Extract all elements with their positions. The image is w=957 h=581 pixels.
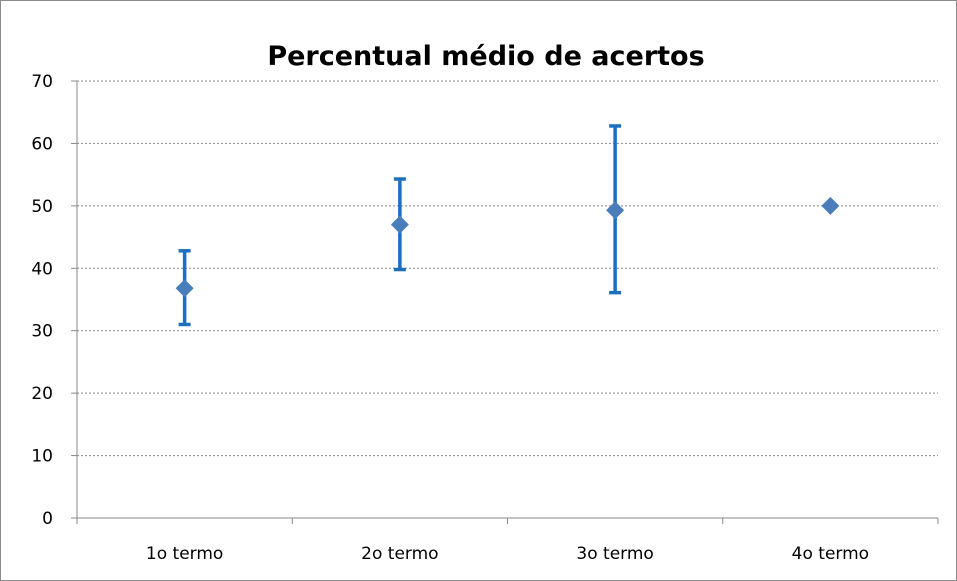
y-tick-labels: 0 10 20 30 40 50 60 70 [31,72,53,529]
grid-layer [77,80,938,457]
x-category-label: 3o termo [576,544,653,564]
y-tick-label: 30 [31,322,53,342]
y-tick-label: 10 [31,447,53,467]
data-point-marker [606,201,625,220]
data-point-marker [175,279,194,298]
chart-title: Percentual médio de acertos [267,41,704,72]
data-markers [175,196,840,298]
y-tick-label: 40 [31,259,53,279]
x-category-label: 1o termo [146,544,223,564]
data-point-marker [821,196,840,215]
data-point-marker [390,215,409,234]
y-tick-label: 20 [31,384,53,404]
axis-layer [71,80,939,524]
y-tick-label: 50 [31,197,53,217]
y-tick-label: 60 [31,134,53,154]
x-category-label: 4o termo [792,544,869,564]
x-category-label: 2o termo [361,544,438,564]
y-tick-label: 0 [42,509,53,529]
x-category-labels: 1o termo 2o termo 3o termo 4o termo [146,544,869,564]
y-tick-label: 70 [31,72,53,92]
